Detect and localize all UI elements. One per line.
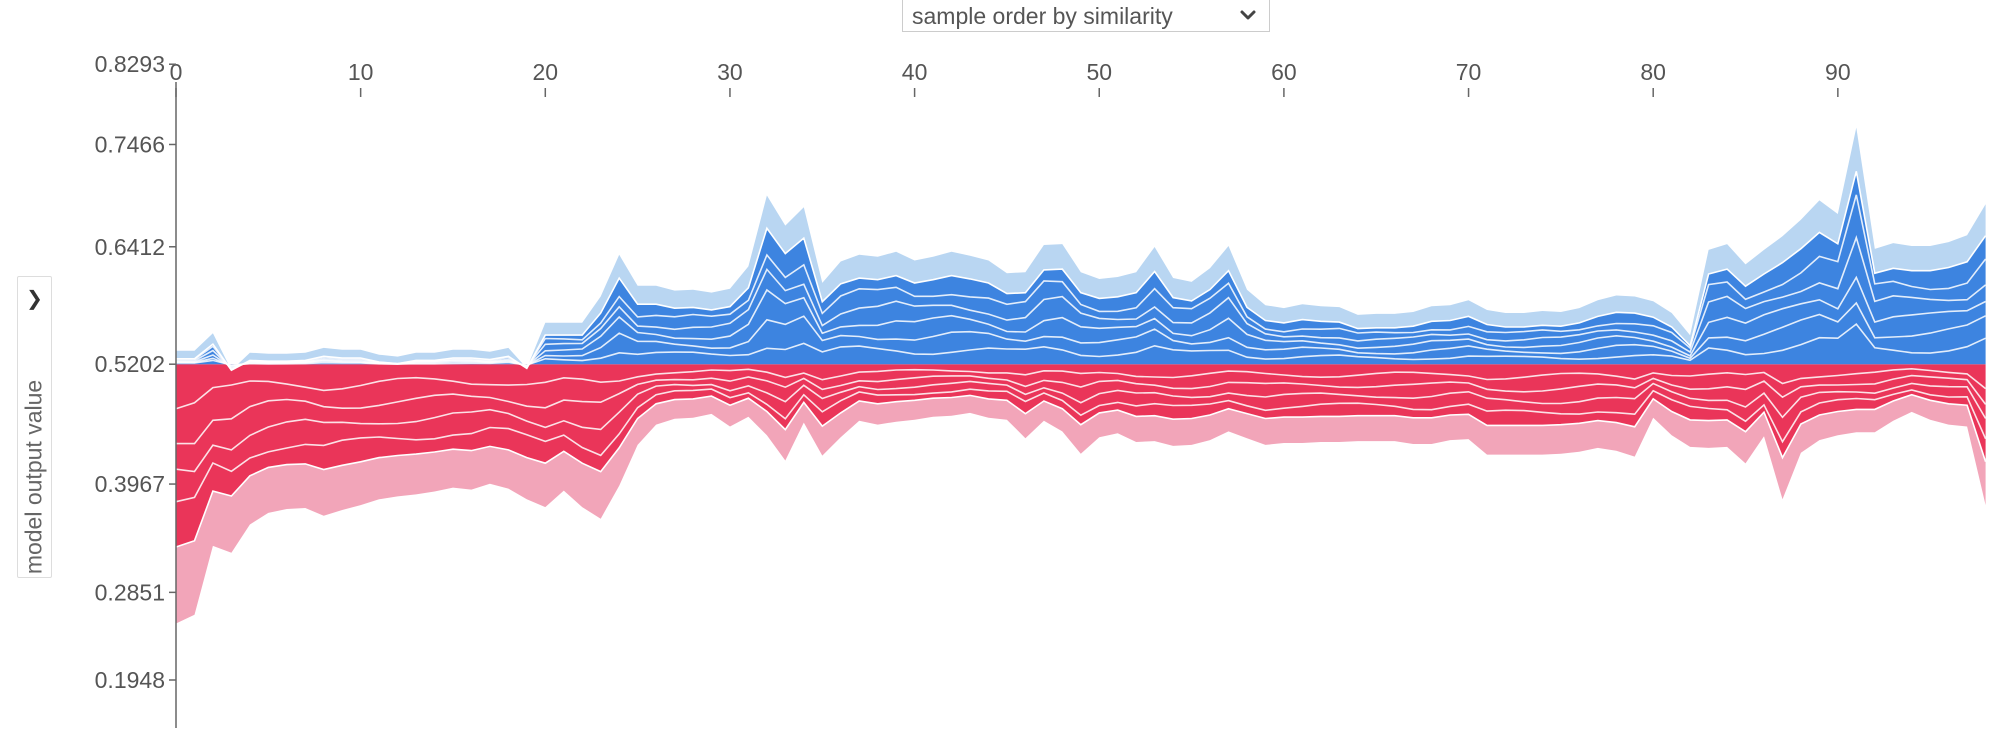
negative-separator-line [175, 235, 1987, 370]
x-tick-label: 30 [717, 59, 743, 85]
bands-layer [175, 127, 1987, 624]
positive-separator-line [176, 374, 1987, 445]
x-tick-label: 0 [170, 59, 183, 85]
y-tick-label: 0.8293 [95, 51, 165, 77]
axes-layer: 0 10 20 30 40 50 60 70 80 90 0.1948 0.2851 0.3967 0.5… [95, 51, 1851, 728]
chevron-right-icon[interactable]: ❯ [26, 288, 43, 310]
y-tick-label: 0.1948 [95, 667, 165, 693]
x-tick-label: 50 [1086, 59, 1112, 85]
y-tick-label: 0.5202 [95, 351, 165, 377]
positive-separator-line [175, 367, 1987, 410]
x-tick-label: 80 [1640, 59, 1666, 85]
positive-separator-line [175, 388, 1987, 503]
x-tick-label: 40 [902, 59, 928, 85]
positive-band [176, 364, 1986, 547]
x-tick-label: 70 [1456, 59, 1482, 85]
ylabel-panel[interactable]: ❯ model output value [17, 276, 52, 578]
negative-separator-line [175, 194, 1987, 371]
x-tick-label: 10 [348, 59, 374, 85]
y-tick-label: 0.7466 [95, 131, 165, 157]
positive-separator-line [175, 380, 1987, 473]
ylabel-text: model output value [20, 379, 47, 575]
x-tick-label: 20 [533, 59, 559, 85]
positive-light-edge [175, 393, 1987, 548]
negative-separator-line [176, 322, 1986, 366]
sample-order-select[interactable]: sample order by similarity [902, 0, 1270, 32]
y-tick-label: 0.3967 [95, 471, 165, 497]
negative-band [176, 171, 1986, 371]
positive-light-band [176, 394, 1986, 624]
x-tick-label: 60 [1271, 59, 1297, 85]
chevron-down-icon [1240, 10, 1256, 20]
negative-light-edge [176, 171, 1987, 372]
y-tick-label: 0.6412 [95, 234, 165, 260]
x-tick-label: 90 [1825, 59, 1851, 85]
sample-order-label: sample order by similarity [912, 3, 1173, 29]
y-tick-label: 0.2851 [95, 579, 165, 605]
